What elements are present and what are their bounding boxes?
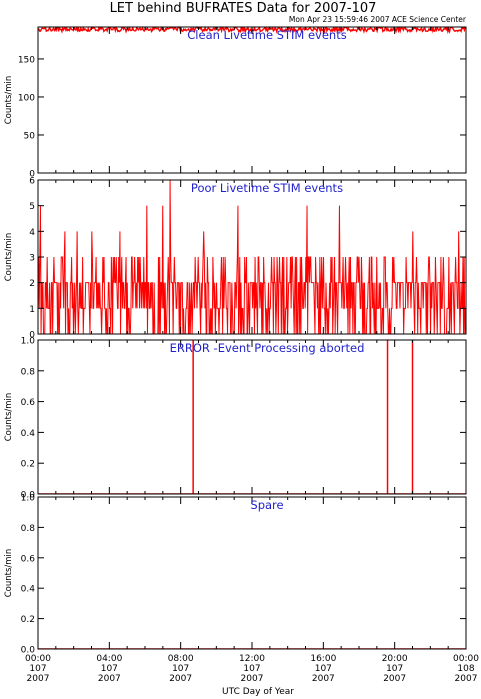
x-tick-label: 107 xyxy=(243,664,260,674)
y-tick-label: 0.8 xyxy=(21,367,36,377)
y-tick-label: 0.0 xyxy=(21,646,36,656)
x-tick-label: 107 xyxy=(101,664,118,674)
y-tick-label: 0 xyxy=(29,170,35,180)
x-tick-label: 12:00 xyxy=(239,654,265,664)
x-tick-label: 108 xyxy=(457,664,474,674)
panel-frame xyxy=(37,339,467,495)
x-tick-label: 2007 xyxy=(27,674,50,684)
x-tick-label: 2007 xyxy=(169,674,192,684)
y-tick-label: 0.4 xyxy=(21,585,36,595)
data-series xyxy=(38,180,466,334)
y-axis-label: Counts/min xyxy=(4,233,14,282)
panel-2: 0 1 2 3 4 5 6 Poor Livetime STIM events Counts/m… xyxy=(4,177,467,341)
x-axis: 00:00107200704:00107200708:00107200712:0… xyxy=(25,654,479,684)
y-axis-label: Counts/min xyxy=(4,393,14,442)
x-tick-label: 107 xyxy=(172,664,189,674)
panel-label: Poor Livetime STIM events xyxy=(191,181,343,195)
y-tick-label: 4 xyxy=(29,228,35,238)
y-axis-label: Counts/min xyxy=(4,549,14,598)
y-tick-label: 3 xyxy=(29,254,35,264)
x-tick-label: 2007 xyxy=(312,674,335,684)
x-tick-label: 107 xyxy=(315,664,332,674)
panel-frame xyxy=(37,26,467,174)
y-tick-label: 0 xyxy=(29,331,35,341)
x-tick-label: 20:00 xyxy=(382,654,408,664)
x-tick-label: 04:00 xyxy=(96,654,122,664)
panel-frame xyxy=(37,496,467,650)
y-tick-label: 50 xyxy=(24,131,36,141)
y-tick-label: 0.4 xyxy=(21,429,36,439)
y-tick-label: 0.6 xyxy=(21,554,36,564)
x-axis-label: UTC Day of Year xyxy=(222,687,294,697)
data-line xyxy=(38,180,466,334)
panel-label: ERROR -Event Processing aborted xyxy=(170,341,365,355)
x-tick-label: 16:00 xyxy=(310,654,336,664)
y-tick-label: 1.0 xyxy=(21,494,36,504)
data-series xyxy=(38,340,466,494)
y-tick-label: 100 xyxy=(18,93,35,103)
panel-3: 0.0 0.2 0.4 0.6 0.8 1.0 ERROR -Event Processin… xyxy=(4,337,467,501)
y-tick-label: 1 xyxy=(29,305,35,315)
y-tick-label: 1.0 xyxy=(21,337,36,347)
panel-label: Clean Livetime STIM events xyxy=(187,28,346,42)
x-tick-label: 00:00 xyxy=(25,654,51,664)
y-tick-label: 5 xyxy=(29,202,35,212)
x-tick-label: 2007 xyxy=(455,674,478,684)
y-tick-label: 0.8 xyxy=(21,524,36,534)
figure-title: LET behind BUFRATES Data for 2007-107 xyxy=(110,1,377,16)
y-tick-label: 0.2 xyxy=(21,460,35,470)
x-tick-label: 08:00 xyxy=(168,654,194,664)
x-tick-label: 2007 xyxy=(98,674,121,684)
panel-label: Spare xyxy=(250,498,283,512)
y-tick-label: 6 xyxy=(29,177,35,187)
x-tick-label: 107 xyxy=(386,664,403,674)
data-line xyxy=(38,340,466,494)
x-tick-label: 107 xyxy=(29,664,46,674)
y-tick-label: 0.2 xyxy=(21,615,35,625)
y-axis-label: Counts/min xyxy=(4,76,14,125)
timestamp: Mon Apr 23 15:59:46 2007 ACE Science Cen… xyxy=(289,15,467,24)
panel-1: 0 50 100 150 Clean Livetime STIM events Count… xyxy=(4,26,467,180)
panel-4: 0.0 0.2 0.4 0.6 0.8 1.0 Spare Counts/min xyxy=(4,494,467,656)
y-tick-label: 0.0 xyxy=(21,491,36,501)
x-tick-label: 2007 xyxy=(241,674,264,684)
x-tick-label: 00:00 xyxy=(453,654,479,664)
x-tick-label: 2007 xyxy=(383,674,406,684)
y-tick-label: 0.6 xyxy=(21,398,36,408)
y-tick-label: 2 xyxy=(29,279,35,289)
y-tick-label: 150 xyxy=(18,55,35,65)
